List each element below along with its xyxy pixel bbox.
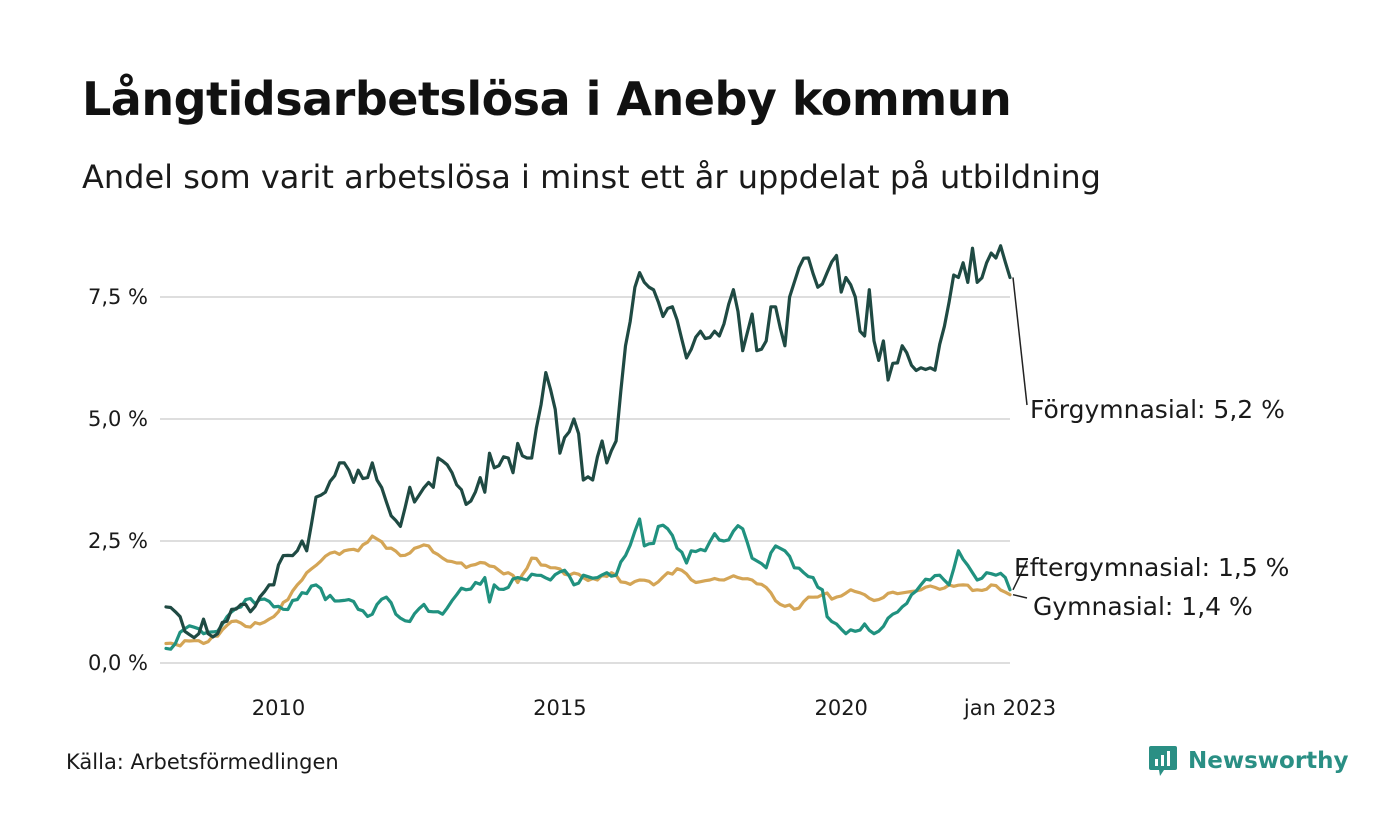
chart-subtitle: Andel som varit arbetslösa i minst ett å… bbox=[82, 158, 1101, 196]
y-tick-label: 5,0 % bbox=[88, 407, 148, 431]
x-tick-label: 2020 bbox=[814, 696, 867, 720]
end-label-eftergymnasial: Eftergymnasial: 1,5 % bbox=[1014, 553, 1289, 582]
series-line-förgymnasial bbox=[164, 244, 1012, 640]
end-label-leader bbox=[1012, 593, 1028, 599]
y-tick-label: 0,0 % bbox=[88, 651, 148, 675]
brand-logo[interactable]: Newsworthy bbox=[1148, 744, 1349, 778]
y-tick-label: 7,5 % bbox=[88, 285, 148, 309]
end-label-leader bbox=[1012, 560, 1028, 591]
brand-name: Newsworthy bbox=[1188, 748, 1349, 774]
x-tick-label: 2010 bbox=[252, 696, 305, 720]
x-tick-label: 2015 bbox=[533, 696, 586, 720]
series-line-eftergymnasial bbox=[164, 517, 1012, 651]
chart-title: Långtidsarbetslösa i Aneby kommun bbox=[82, 72, 1012, 126]
source-note: Källa: Arbetsförmedlingen bbox=[66, 750, 339, 774]
newsworthy-logo-icon bbox=[1149, 746, 1177, 776]
series-line-gymnasial bbox=[164, 534, 1012, 648]
end-label-leader bbox=[1012, 277, 1028, 406]
end-label-förgymnasial: Förgymnasial: 5,2 % bbox=[1030, 395, 1285, 424]
y-tick-label: 2,5 % bbox=[88, 529, 148, 553]
x-tick-label: jan 2023 bbox=[963, 696, 1056, 720]
end-label-gymnasial: Gymnasial: 1,4 % bbox=[1033, 592, 1253, 621]
